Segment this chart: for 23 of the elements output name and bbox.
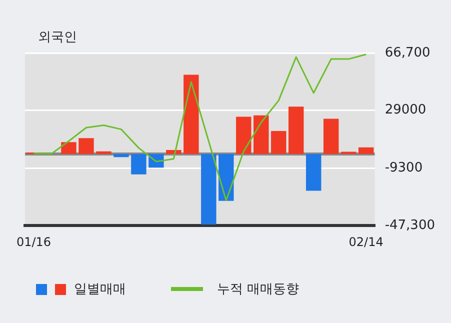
bar <box>184 74 199 154</box>
legend-label: 일별매매 <box>74 281 126 298</box>
bar <box>114 154 129 158</box>
bar <box>96 151 112 154</box>
bar <box>61 142 76 154</box>
y-tick-label: 66,700 <box>384 45 430 60</box>
bar <box>201 154 216 225</box>
x-tick-label: 01/16 <box>16 234 52 249</box>
x-tick-label: 02/14 <box>348 234 384 249</box>
bar <box>131 154 146 174</box>
bar <box>78 138 94 154</box>
bar <box>254 115 269 154</box>
bar <box>323 118 339 154</box>
bar <box>271 130 286 154</box>
bar <box>236 116 252 154</box>
y-tick-label: -9300 <box>384 160 423 176</box>
y-tick-label: -47,300 <box>384 218 436 233</box>
bar <box>306 154 322 191</box>
bar <box>358 147 374 154</box>
bar <box>288 106 304 154</box>
chart-title: 외국인 <box>38 29 77 46</box>
y-tick-label: 29000 <box>384 102 426 118</box>
legend-label: 누적 매매동향 <box>217 281 300 298</box>
